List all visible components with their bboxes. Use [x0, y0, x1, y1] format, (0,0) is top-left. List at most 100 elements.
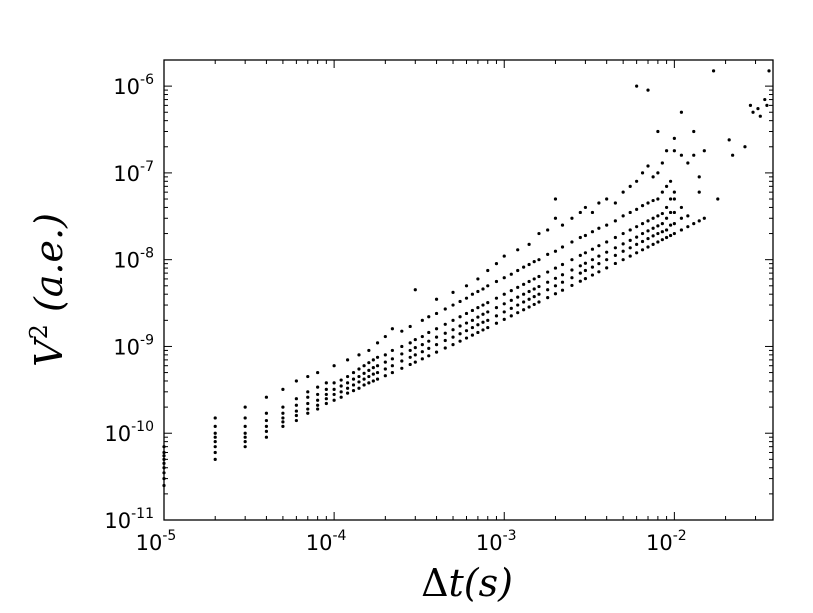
data-point: [679, 110, 684, 114]
data-point: [628, 254, 632, 258]
data-point: [516, 285, 520, 289]
y-tick-label: 10-10: [104, 419, 154, 446]
data-point: [476, 330, 480, 335]
data-point: [281, 420, 285, 424]
y-axis-label-base: V: [27, 336, 71, 367]
data-point: [264, 424, 269, 428]
data-point: [213, 431, 217, 435]
data-point: [351, 388, 356, 393]
data-point: [686, 214, 690, 218]
data-point: [664, 184, 669, 188]
data-point: [367, 361, 371, 365]
data-point: [371, 379, 375, 383]
data-point: [660, 161, 664, 165]
data-point: [332, 381, 336, 385]
data-point: [451, 328, 455, 332]
data-point: [546, 252, 550, 257]
data-point: [375, 341, 380, 345]
data-point: [605, 240, 609, 244]
data-point: [486, 301, 490, 305]
data-point: [464, 311, 469, 316]
data-point: [716, 197, 720, 201]
data-point: [306, 395, 310, 399]
data-point: [494, 306, 499, 310]
data-point: [646, 201, 650, 205]
data-point: [656, 240, 660, 244]
data-point: [597, 254, 601, 258]
data-point: [502, 254, 506, 258]
data-point: [664, 235, 669, 240]
data-point: [605, 266, 609, 270]
data-point: [345, 381, 350, 385]
data-point: [281, 416, 285, 420]
data-point: [613, 261, 617, 266]
data-point: [668, 223, 673, 227]
data-point: [679, 205, 684, 210]
data-point: [613, 235, 617, 240]
data-point: [476, 323, 480, 327]
data-point: [420, 318, 424, 322]
data-point: [583, 277, 588, 281]
data-point: [537, 300, 541, 304]
data-point: [660, 190, 664, 194]
data-point: [486, 284, 490, 288]
data-point: [656, 129, 660, 134]
data-point: [537, 258, 541, 262]
data-point: [294, 413, 298, 418]
data-point: [664, 205, 669, 210]
data-point: [640, 248, 645, 252]
data-point: [656, 197, 660, 201]
data-point: [646, 245, 650, 249]
data-point: [420, 334, 424, 339]
data-point: [679, 216, 684, 220]
data-point: [578, 264, 582, 268]
data-point: [451, 303, 455, 307]
data-point: [339, 395, 343, 399]
data-point: [400, 352, 404, 356]
data-point: [578, 279, 582, 283]
data-point: [243, 431, 247, 435]
data-point: [243, 424, 247, 428]
data-point: [522, 282, 526, 286]
data-point: [390, 327, 394, 331]
data-point: [458, 324, 462, 328]
data-point: [692, 153, 696, 157]
data-point: [434, 343, 439, 347]
data-point: [646, 219, 650, 223]
data-point: [339, 384, 343, 388]
data-point: [527, 297, 531, 301]
data-point: [660, 211, 664, 216]
data-point: [516, 295, 520, 299]
data-point: [697, 175, 701, 179]
data-point: [621, 258, 625, 262]
data-point: [679, 228, 684, 232]
y-tick-label: 10-7: [113, 159, 154, 186]
data-point: [590, 273, 595, 277]
data-point: [451, 335, 455, 339]
data-point: [427, 315, 431, 319]
data-point: [613, 201, 617, 205]
data-point: [679, 153, 684, 157]
data-point: [553, 216, 558, 220]
data-point: [362, 377, 366, 381]
data-point: [635, 251, 639, 255]
data-point: [583, 268, 588, 273]
data-point: [458, 332, 462, 336]
data-point: [628, 246, 632, 250]
data-point: [570, 268, 574, 272]
data-point: [578, 271, 582, 275]
data-point: [578, 235, 582, 240]
data-point: [294, 409, 298, 413]
data-point: [668, 210, 673, 215]
data-point: [264, 418, 269, 423]
data-point: [672, 149, 676, 153]
data-point: [668, 179, 673, 183]
data-point: [481, 287, 485, 291]
data-point: [668, 233, 673, 238]
data-point: [672, 136, 676, 140]
data-point: [357, 367, 361, 371]
data-point: [532, 277, 536, 281]
data-point: [668, 197, 673, 201]
data-point: [408, 324, 412, 329]
data-point: [306, 407, 310, 411]
